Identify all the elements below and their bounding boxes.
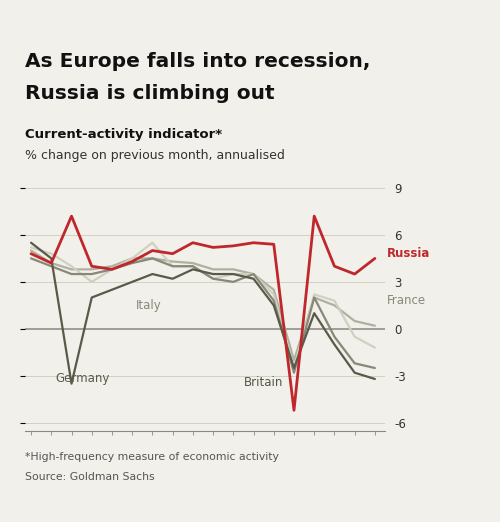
- Text: France: France: [387, 294, 426, 307]
- Text: Russia is climbing out: Russia is climbing out: [25, 84, 274, 102]
- Text: Italy: Italy: [136, 299, 162, 312]
- Text: % change on previous month, annualised: % change on previous month, annualised: [25, 149, 285, 162]
- Text: *High-frequency measure of economic activity: *High-frequency measure of economic acti…: [25, 452, 279, 461]
- Text: As Europe falls into recession,: As Europe falls into recession,: [25, 52, 370, 71]
- Text: Germany: Germany: [56, 373, 110, 385]
- Text: Current-activity indicator*: Current-activity indicator*: [25, 128, 222, 141]
- Text: Russia: Russia: [387, 247, 430, 260]
- Text: Source: Goldman Sachs: Source: Goldman Sachs: [25, 472, 154, 482]
- Text: Britain: Britain: [244, 376, 283, 388]
